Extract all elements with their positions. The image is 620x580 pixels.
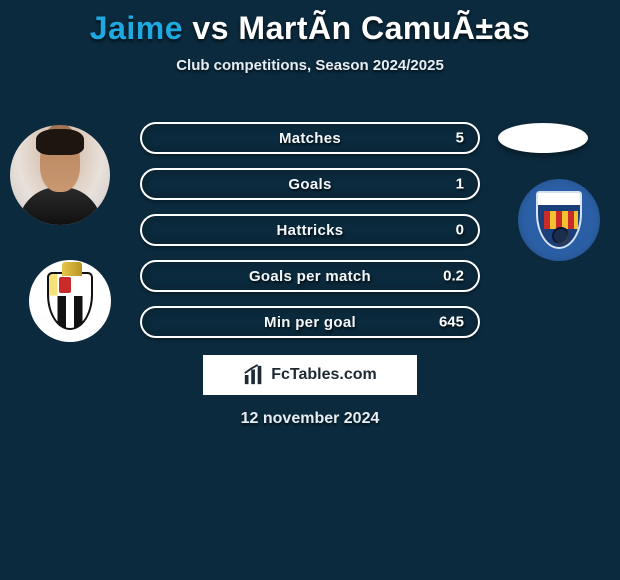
stat-row-goals-per-match: Goals per match 0.2	[140, 260, 480, 292]
bar-chart-icon	[243, 364, 265, 386]
stat-row-goals: Goals 1	[140, 168, 480, 200]
player1-portrait	[10, 125, 110, 225]
stat-label: Matches	[279, 130, 341, 147]
player2-portrait	[498, 123, 588, 153]
stat-right-value: 0.2	[443, 268, 464, 285]
stat-row-hattricks: Hattricks 0	[140, 214, 480, 246]
stat-right-value: 5	[456, 130, 464, 147]
date-line: 12 november 2024	[0, 410, 620, 428]
vs-label: vs	[192, 10, 229, 46]
player1-name: Jaime	[90, 10, 183, 46]
stat-row-matches: Matches 5	[140, 122, 480, 154]
crest-shield-icon	[536, 191, 582, 249]
fctables-label: FcTables.com	[271, 366, 377, 384]
stat-label: Goals per match	[249, 268, 371, 285]
fctables-badge: FcTables.com	[203, 355, 417, 395]
player1-club-crest	[29, 260, 111, 342]
stat-right-value: 645	[439, 314, 464, 331]
stat-label: Goals	[288, 176, 331, 193]
stat-right-value: 1	[456, 176, 464, 193]
comparison-card: Jaime vs MartÃ­n CamuÃ±as Club competiti…	[0, 0, 620, 580]
stat-row-min-per-goal: Min per goal 645	[140, 306, 480, 338]
subtitle: Club competitions, Season 2024/2025	[0, 57, 620, 74]
player2-club-crest	[518, 179, 600, 261]
stat-right-value: 0	[456, 222, 464, 239]
page-title: Jaime vs MartÃ­n CamuÃ±as	[0, 0, 620, 47]
player2-name: MartÃ­n CamuÃ±as	[238, 10, 530, 46]
stats-list: Matches 5 Goals 1 Hattricks 0 Goals per …	[140, 122, 480, 352]
stat-label: Min per goal	[264, 314, 356, 331]
stat-label: Hattricks	[277, 222, 344, 239]
crest-shield-icon	[47, 272, 93, 330]
